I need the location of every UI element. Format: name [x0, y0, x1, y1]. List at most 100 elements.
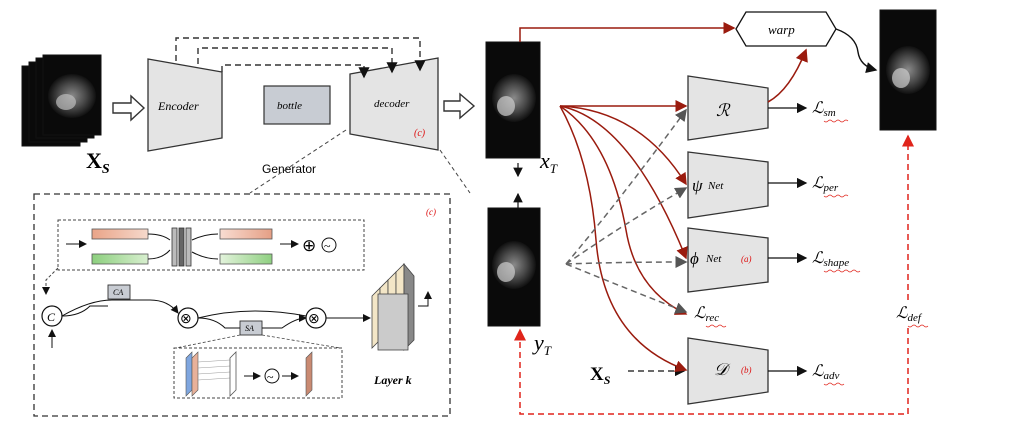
ca-path [61, 299, 179, 317]
decoder-label: decoder [374, 98, 410, 110]
sa-zoom-right [261, 334, 341, 349]
layer-output-arrow [418, 291, 432, 307]
feature-bar-green [91, 253, 149, 265]
phi-tag: (a) [741, 254, 752, 264]
input-arrow [112, 94, 146, 122]
skip-connection-outer [175, 37, 426, 72]
xt-to-d [559, 105, 688, 373]
layer-k-stack [371, 262, 415, 351]
xt-to-warp [519, 22, 736, 42]
feature-bar-orange-out [219, 228, 273, 240]
decoder-tag: (c) [414, 128, 426, 139]
source-image-stack [21, 54, 102, 147]
xs-label: XS [590, 364, 611, 387]
split-line-bottom [191, 251, 219, 260]
loss-sm: ℒsm [812, 100, 836, 119]
conv-layer-1 [171, 227, 178, 267]
sa-zoom-left [175, 334, 241, 349]
loss-adv: ℒadv [812, 363, 840, 382]
phi-symbol: ϕ [690, 249, 699, 268]
loss-def: ℒdef [896, 305, 923, 324]
ca-label: CA [113, 288, 123, 297]
yt-image-content [492, 241, 536, 289]
source-label: XS [86, 148, 110, 177]
concat-label: C [47, 310, 56, 324]
channel-attention-block [107, 284, 131, 300]
d-network-block [687, 337, 769, 405]
encoder-block [147, 58, 223, 152]
yt-to-rec [565, 263, 688, 314]
sa-path [262, 314, 307, 329]
encoder-label: Encoder [157, 99, 199, 113]
multiply-symbol-2: ⊗ [308, 312, 320, 327]
subpanel-link [42, 267, 59, 295]
zoom-line-right [439, 149, 471, 194]
sa-feature-orange [191, 351, 199, 397]
fusion-line-bottom [147, 249, 171, 260]
r-network-label: ℛ [716, 101, 731, 120]
conv-layer-2 [178, 227, 185, 267]
multiply-symbol-1: ⊗ [180, 312, 192, 327]
sa-subpanel [173, 347, 343, 399]
sigmoid-symbol-top: ~ [324, 239, 331, 253]
sigmoid-circle-sa [264, 368, 280, 384]
path-to-sa [197, 317, 240, 329]
feature-bar-orange [91, 228, 149, 240]
sigmoid-circle-top [321, 237, 337, 253]
sa-attention-map [229, 351, 237, 397]
phi-net-label: Net [705, 253, 722, 265]
xt-label: xT [539, 148, 558, 176]
warped-image-content [886, 46, 930, 94]
r-network-block [687, 75, 769, 141]
xt-image-content [492, 74, 536, 122]
yt-label: yT [532, 330, 552, 358]
sigmoid-symbol-sa: ~ [267, 370, 274, 384]
feature-bar-green-out [219, 253, 273, 265]
loss-rec: ℒrec [694, 305, 719, 324]
yt-to-psi [565, 187, 688, 265]
r-to-warp [767, 48, 808, 103]
bypass-path [197, 310, 307, 319]
phi-network-block [687, 227, 769, 293]
yt-to-r [565, 108, 687, 265]
generator-caption: Generator [262, 162, 316, 176]
zoom-line-left [249, 129, 347, 194]
xt-red-paths [559, 100, 688, 373]
sa-feature-blue [185, 351, 193, 397]
xt-to-psi [559, 105, 687, 186]
loss-shape: ℒshape [812, 250, 849, 269]
yt-grey-paths [565, 108, 688, 314]
sa-projection-lines [197, 359, 231, 381]
plus-symbol: ⊕ [302, 236, 316, 255]
bottleneck-label: bottle [277, 100, 302, 112]
layer-label: Layer k [373, 373, 412, 387]
conv-layer-3 [185, 227, 192, 267]
split-line-top [191, 233, 219, 241]
skip-connection-middle [197, 47, 398, 74]
def-to-yt-arrow [514, 328, 909, 415]
d-tag: (b) [741, 365, 752, 375]
yt-to-phi [565, 256, 688, 269]
sa-output-feature [305, 351, 313, 397]
d-network-label: 𝒟 [714, 360, 731, 379]
decoder-block [349, 57, 439, 151]
xt-to-phi [559, 105, 688, 260]
psi-symbol: ψ [692, 176, 703, 195]
bottleneck-block [263, 85, 331, 125]
sa-label: SA [245, 324, 254, 333]
detail-panel [33, 193, 451, 417]
spellcheck-underlines [705, 119, 929, 386]
fusion-line-top [147, 233, 171, 241]
output-arrow [443, 92, 476, 120]
fusion-subpanel [57, 219, 365, 271]
skip-connection-inner [221, 64, 370, 79]
xt-to-rec [559, 105, 688, 315]
psi-net-label: Net [707, 180, 724, 192]
warp-to-output [835, 28, 878, 74]
detail-tag: (c) [426, 207, 436, 217]
loss-per: ℒper [812, 175, 839, 194]
warp-label: warp [768, 22, 795, 37]
path-to-ca [61, 305, 108, 317]
